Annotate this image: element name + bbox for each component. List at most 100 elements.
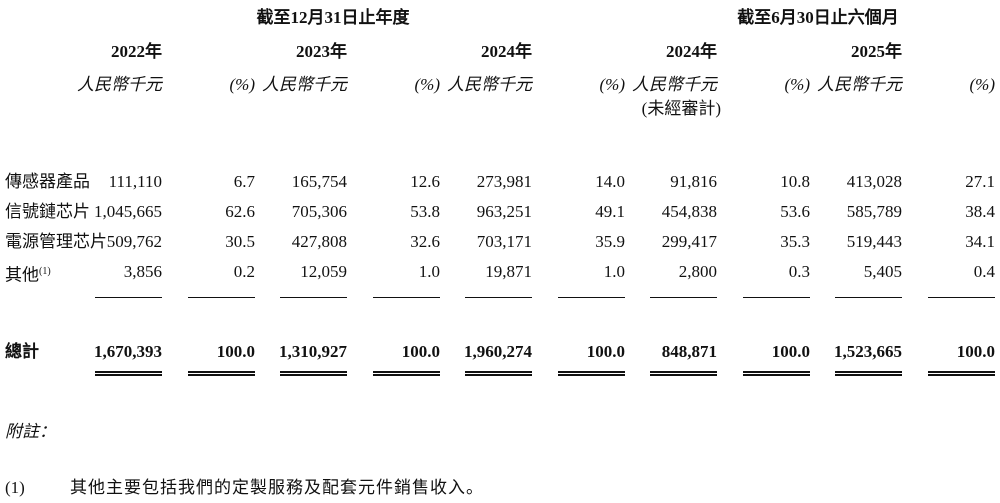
table-cell: 585,789 [846,202,902,221]
table-cell: 0.4 [973,262,995,281]
subtotal-rule [95,297,162,298]
total-double-rule [465,371,532,376]
total-cell: 100.0 [956,342,995,361]
column-year: 2024年 [481,42,532,61]
table-cell: 35.3 [780,232,810,251]
table-cell: 49.1 [595,202,625,221]
unit-percent-label: (%) [229,75,255,94]
unit-amount-label: 人民幣千元 [262,75,347,94]
unit-percent-label: (%) [969,75,995,94]
table-cell: 34.1 [965,232,995,251]
table-cell: 30.5 [225,232,255,251]
total-double-rule [928,371,995,376]
footnote-marker: (1) [5,478,25,497]
table-cell: 35.9 [595,232,625,251]
unit-amount-label: 人民幣千元 [632,75,717,94]
row-label-text: 電源管理芯片 [5,232,107,251]
footnote-reference: (1) [39,266,51,277]
table-cell: 3,856 [123,262,162,281]
total-cell: 100.0 [216,342,255,361]
unit-amount-label: 人民幣千元 [77,75,162,94]
table-cell: 273,981 [476,172,532,191]
table-cell: 38.4 [965,202,995,221]
table-cell: 299,417 [661,232,717,251]
notes-heading: 附註： [5,422,56,441]
subtotal-rule [280,297,347,298]
table-cell: 2,800 [678,262,717,281]
total-cell: 1,310,927 [279,342,347,361]
total-cell: 100.0 [401,342,440,361]
table-cell: 32.6 [410,232,440,251]
table-cell: 19,871 [485,262,532,281]
unit-percent-label: (%) [599,75,625,94]
unit-percent-label: (%) [784,75,810,94]
total-cell: 1,960,274 [464,342,532,361]
subtotal-rule [928,297,995,298]
total-cell: 100.0 [771,342,810,361]
table-cell: 10.8 [780,172,810,191]
table-cell: 111,110 [108,172,162,191]
subtotal-rule [465,297,532,298]
subtotal-rule [558,297,625,298]
table-cell: 53.6 [780,202,810,221]
table-cell: 53.8 [410,202,440,221]
table-cell: 0.2 [233,262,255,281]
table-cell: 509,762 [106,232,162,251]
unit-amount-label: 人民幣千元 [447,75,532,94]
row-label: 電源管理芯片 [5,232,107,252]
table-cell: 0.3 [788,262,810,281]
total-double-rule [373,371,440,376]
table-cell: 62.6 [225,202,255,221]
table-cell: 5,405 [863,262,902,281]
table-cell: 165,754 [291,172,347,191]
table-cell: 1.0 [603,262,625,281]
column-year: 2024年 [666,42,717,61]
row-label: 信號鏈芯片 [5,202,90,222]
table-cell: 1,045,665 [94,202,162,221]
unit-amount-label: 人民幣千元 [817,75,902,94]
row-label: 其他(1) [5,262,51,286]
header-interim-period: 截至6月30日止六個月 [737,8,899,27]
row-label-text: 信號鏈芯片 [5,202,90,221]
unit-percent-label: (%) [414,75,440,94]
table-cell: 12,059 [300,262,347,281]
subtotal-rule [835,297,902,298]
column-year: 2022年 [111,42,162,61]
table-cell: 91,816 [670,172,717,191]
subtotal-rule [373,297,440,298]
total-double-rule [650,371,717,376]
table-cell: 963,251 [476,202,532,221]
table-cell: 12.6 [410,172,440,191]
total-double-rule [188,371,255,376]
header-annual-period: 截至12月31日止年度 [256,8,410,27]
row-label-text: 其他 [5,265,39,285]
table-cell: 413,028 [846,172,902,191]
total-double-rule [743,371,810,376]
table-cell: 703,171 [476,232,532,251]
unaudited-label: (未經審計) [641,99,721,118]
subtotal-rule [188,297,255,298]
column-year: 2023年 [296,42,347,61]
table-cell: 14.0 [595,172,625,191]
table-cell: 519,443 [846,232,902,251]
subtotal-rule [743,297,810,298]
total-cell: 100.0 [586,342,625,361]
total-double-rule [95,371,162,376]
total-double-rule [280,371,347,376]
row-label: 傳感器產品 [5,172,90,192]
total-double-rule [835,371,902,376]
table-cell: 27.1 [965,172,995,191]
table-cell: 705,306 [291,202,347,221]
total-cell: 1,523,665 [834,342,902,361]
column-year: 2025年 [851,42,902,61]
subtotal-rule [650,297,717,298]
table-cell: 6.7 [233,172,255,191]
total-cell: 848,871 [661,342,717,361]
total-label: 總計 [5,342,39,361]
footnote-text: 其他主要包括我們的定製服務及配套元件銷售收入。 [70,478,484,497]
total-cell: 1,670,393 [94,342,162,361]
table-cell: 427,808 [291,232,347,251]
table-cell: 454,838 [661,202,717,221]
total-double-rule [558,371,625,376]
